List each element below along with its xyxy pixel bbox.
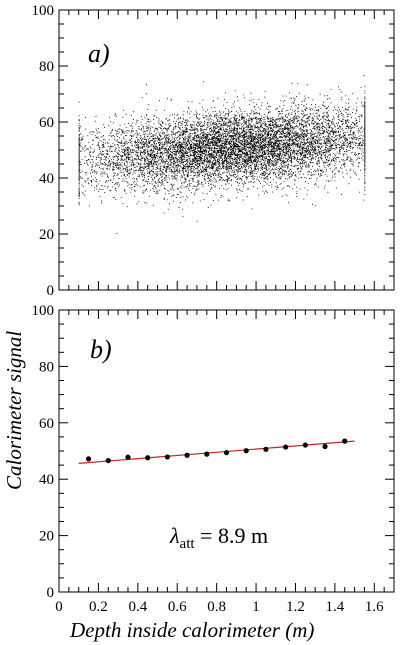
data-point <box>145 455 151 461</box>
attenuation-symbol: λ <box>169 523 180 548</box>
data-point <box>204 451 210 457</box>
panel-a: 0 20 40 60 80 100 a) <box>32 3 395 299</box>
data-point <box>85 456 92 462</box>
data-point <box>342 438 348 444</box>
panel-a-ticks: 0 20 40 60 80 100 <box>32 3 395 299</box>
attenuation-value: = 8.9 m <box>195 523 269 548</box>
x-tick-label: 0.2 <box>89 599 108 615</box>
x-tick-label: 0.4 <box>128 599 147 615</box>
data-point <box>322 443 328 450</box>
data-point <box>283 444 289 450</box>
panel-a-label: a) <box>88 39 110 68</box>
y-tick-label: 40 <box>39 472 54 488</box>
data-point <box>184 452 190 458</box>
data-point <box>164 454 170 460</box>
scatter-cloud-points <box>78 75 366 234</box>
y-axis-title: Calorimeter signal <box>2 331 26 490</box>
panel-b-label: b) <box>90 335 112 364</box>
data-point <box>105 457 111 464</box>
panel-a-points <box>78 75 366 234</box>
x-axis-title: Depth inside calorimeter (m) <box>69 618 314 642</box>
attenuation-annotation: λatt = 8.9 m <box>169 523 268 552</box>
y-tick-label: 80 <box>39 59 54 75</box>
y-tick-label: 60 <box>39 115 54 131</box>
panel-b-ticks: 0 20 40 60 80 100 0 0.2 0.4 0.6 0.8 1 1.2 1.4 1.6 <box>32 303 395 615</box>
data-point <box>302 442 308 448</box>
data-point <box>263 446 269 452</box>
panel-b: 0 20 40 60 80 100 0 0.2 0.4 0.6 0.8 1 1.2 1.4 1.6 b) λ… <box>32 303 395 615</box>
y-tick-label: 60 <box>39 416 54 432</box>
fit-line <box>78 440 355 465</box>
data-point <box>125 454 131 460</box>
x-tick-label: 0.6 <box>168 599 187 615</box>
y-tick-label: 0 <box>47 585 55 601</box>
x-tick-label: 0 <box>55 599 63 615</box>
data-point <box>223 450 230 456</box>
x-tick-label: 1.6 <box>365 599 384 615</box>
data-point <box>243 448 249 454</box>
x-tick-label: 1.2 <box>286 599 305 615</box>
x-tick-label: 0.8 <box>207 599 226 615</box>
x-tick-label: 1.4 <box>326 599 345 615</box>
y-tick-label: 100 <box>32 303 55 319</box>
panel-b-fit <box>78 440 355 465</box>
attenuation-subscript: att <box>180 536 196 552</box>
y-tick-label: 0 <box>47 283 55 299</box>
panel-b-points <box>85 438 348 464</box>
y-tick-label: 40 <box>39 171 54 187</box>
y-tick-label: 20 <box>39 529 54 545</box>
y-tick-label: 20 <box>39 227 54 243</box>
y-tick-label: 100 <box>32 3 55 19</box>
x-tick-label: 1 <box>252 599 260 615</box>
y-tick-label: 80 <box>39 359 54 375</box>
